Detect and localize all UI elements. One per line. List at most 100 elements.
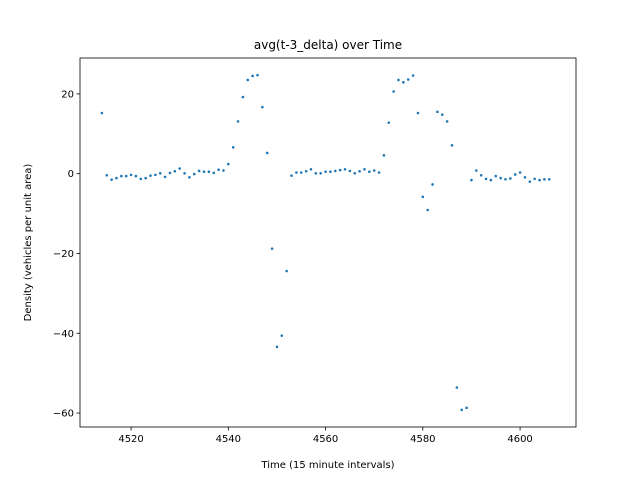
data-point-34 xyxy=(265,151,269,155)
data-point-2 xyxy=(110,178,113,181)
data-point-78 xyxy=(479,173,483,177)
y-tick-label-0: −60 xyxy=(53,409,74,420)
data-point-12 xyxy=(158,171,162,175)
data-point-69 xyxy=(436,110,439,114)
data-point-31 xyxy=(251,74,254,78)
data-point-35 xyxy=(270,247,274,250)
data-point-51 xyxy=(348,169,352,173)
data-point-63 xyxy=(406,78,410,81)
data-point-0 xyxy=(100,111,104,115)
data-point-41 xyxy=(299,171,303,174)
data-point-21 xyxy=(202,170,206,173)
data-point-28 xyxy=(236,120,240,123)
plot-frame xyxy=(79,57,577,428)
data-point-61 xyxy=(397,78,400,82)
data-point-10 xyxy=(149,174,152,177)
data-point-5 xyxy=(124,174,128,178)
data-point-19 xyxy=(192,172,196,176)
data-point-29 xyxy=(241,95,245,99)
data-point-46 xyxy=(324,170,327,173)
data-point-27 xyxy=(231,146,235,149)
data-point-82 xyxy=(499,176,502,180)
data-point-73 xyxy=(455,386,459,389)
data-point-3 xyxy=(115,176,118,180)
y-tick-label-3: 0 xyxy=(68,169,74,180)
data-point-72 xyxy=(450,144,454,147)
x-tick-label-3: 4580 xyxy=(410,434,435,445)
data-point-50 xyxy=(343,168,347,171)
data-point-38 xyxy=(285,269,288,273)
data-point-66 xyxy=(421,195,425,199)
data-point-20 xyxy=(197,169,201,173)
data-point-7 xyxy=(134,174,138,178)
data-point-65 xyxy=(416,111,420,115)
data-point-1 xyxy=(105,173,109,177)
y-tick-label-4: 20 xyxy=(61,89,74,100)
y-axis-label: Density (vehicles per unit area) xyxy=(23,164,34,322)
data-point-47 xyxy=(329,170,332,173)
data-point-55 xyxy=(368,170,371,173)
data-point-79 xyxy=(484,177,488,181)
data-point-4 xyxy=(120,174,123,178)
data-point-24 xyxy=(217,168,220,171)
data-point-36 xyxy=(275,345,279,349)
data-point-85 xyxy=(513,173,517,176)
data-point-11 xyxy=(154,173,157,177)
data-point-39 xyxy=(290,174,293,177)
data-point-81 xyxy=(494,174,498,178)
data-point-40 xyxy=(295,171,298,174)
y-axis-ticks: −60 −40 −20 0 20 xyxy=(53,89,80,420)
data-point-60 xyxy=(392,90,395,93)
data-point-59 xyxy=(387,121,391,124)
data-point-71 xyxy=(445,120,449,123)
data-point-64 xyxy=(411,74,415,77)
data-point-14 xyxy=(168,171,172,175)
data-point-74 xyxy=(460,408,464,412)
x-tick-label-0: 4520 xyxy=(118,434,143,445)
data-point-17 xyxy=(183,171,186,175)
data-point-53 xyxy=(358,169,361,173)
data-point-45 xyxy=(319,171,323,175)
data-point-84 xyxy=(509,177,512,180)
data-point-37 xyxy=(280,334,284,337)
data-point-70 xyxy=(440,113,444,116)
data-point-26 xyxy=(227,162,230,166)
data-point-87 xyxy=(523,175,527,179)
x-tick-label-4: 4600 xyxy=(507,434,532,445)
data-point-54 xyxy=(363,168,366,171)
data-point-56 xyxy=(372,169,376,172)
data-point-22 xyxy=(207,170,211,173)
data-point-30 xyxy=(246,78,250,82)
data-point-75 xyxy=(465,406,468,410)
data-point-76 xyxy=(470,178,473,182)
data-point-48 xyxy=(333,169,337,173)
data-point-52 xyxy=(353,171,357,175)
data-point-67 xyxy=(426,208,429,212)
x-axis-ticks: 4520 4540 4560 4580 4600 xyxy=(118,427,533,445)
x-tick-label-1: 4540 xyxy=(216,434,241,445)
data-point-83 xyxy=(504,177,507,181)
data-point-33 xyxy=(261,105,264,109)
data-point-88 xyxy=(528,180,532,183)
data-point-57 xyxy=(377,171,381,174)
data-point-86 xyxy=(518,171,522,174)
data-point-68 xyxy=(431,183,434,186)
data-point-9 xyxy=(144,176,147,180)
data-point-23 xyxy=(212,171,216,175)
x-axis-label: Time (15 minute intervals) xyxy=(260,460,394,471)
data-point-13 xyxy=(163,175,167,179)
data-point-49 xyxy=(338,168,342,172)
data-point-16 xyxy=(178,167,181,170)
data-point-32 xyxy=(256,73,259,77)
data-point-62 xyxy=(402,81,405,84)
data-point-8 xyxy=(139,177,143,181)
y-tick-label-2: −20 xyxy=(53,249,74,260)
x-tick-label-2: 4560 xyxy=(313,434,338,445)
data-point-44 xyxy=(314,171,318,175)
data-points xyxy=(100,73,551,412)
data-point-90 xyxy=(538,178,541,182)
data-point-77 xyxy=(475,169,478,172)
data-point-25 xyxy=(222,169,225,172)
data-point-42 xyxy=(304,169,308,173)
